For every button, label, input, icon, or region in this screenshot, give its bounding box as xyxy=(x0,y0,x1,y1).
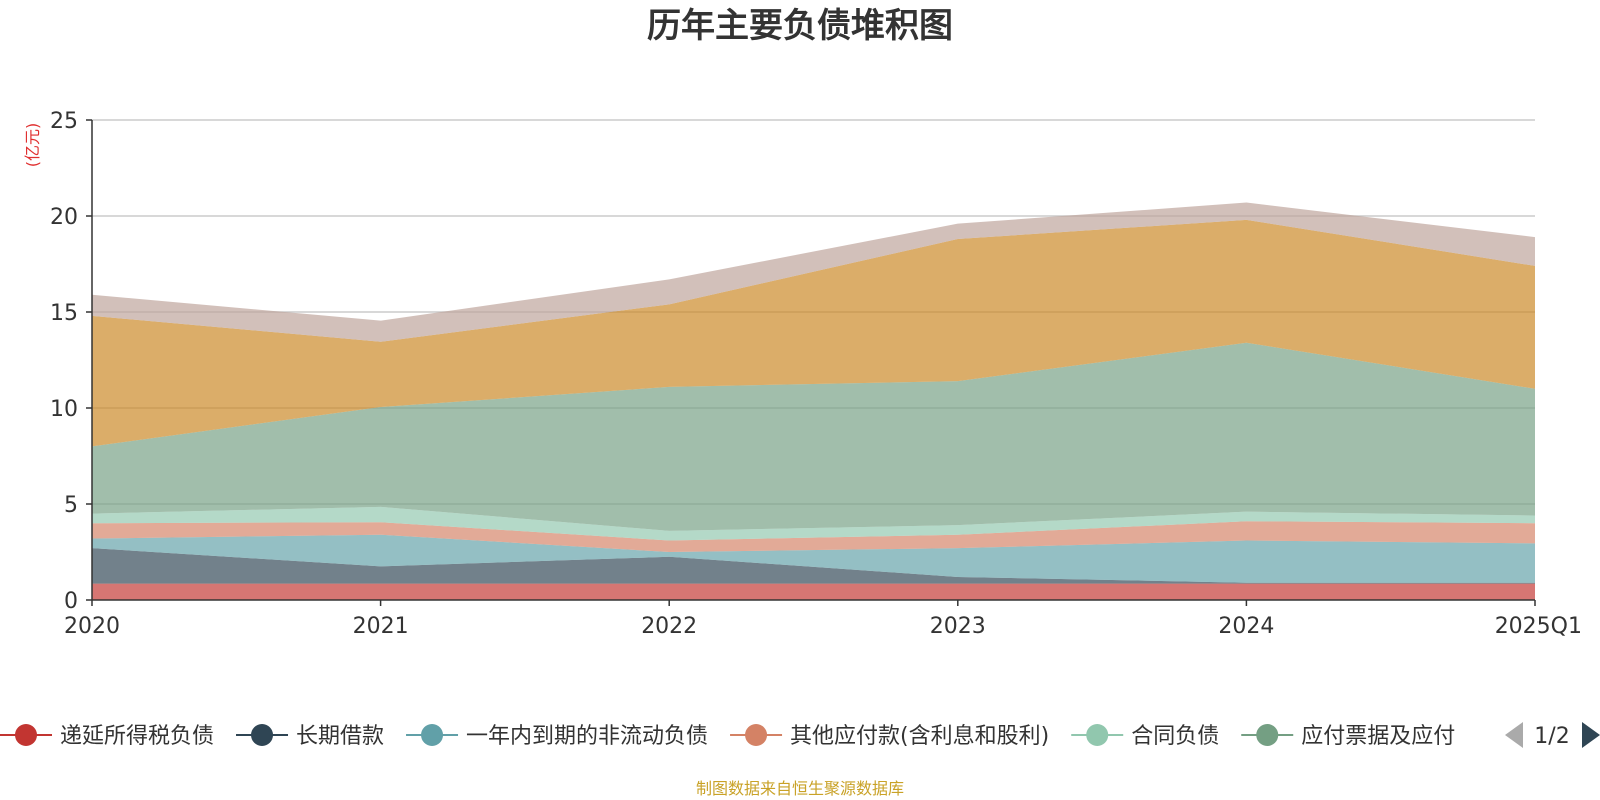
x-tick-label: 2023 xyxy=(930,614,986,639)
area-series-7 xyxy=(92,202,1535,342)
legend-marker-icon xyxy=(1086,724,1109,746)
legend-item[interactable]: 递延所得税负债 xyxy=(0,724,214,749)
legend-pager: 1/2 xyxy=(1505,722,1600,749)
y-tick-label: 15 xyxy=(50,301,78,326)
legend-label: 应付票据及应付账款 xyxy=(1301,724,1499,749)
legend-label: 递延所得税负债 xyxy=(60,724,214,749)
area-series-2 xyxy=(92,534,1535,583)
stacked-areas xyxy=(92,202,1535,600)
x-tick-label: 2022 xyxy=(641,614,697,639)
legend-marker-icon xyxy=(15,724,37,746)
legend-marker-icon xyxy=(251,724,274,746)
y-axis-unit-label: (亿元) xyxy=(23,123,42,168)
chart-title: 历年主要负债堆积图 xyxy=(647,6,953,46)
y-tick-label: 10 xyxy=(50,397,78,422)
area-series-1 xyxy=(92,548,1535,584)
legend-page-indicator: 1/2 xyxy=(1534,724,1569,749)
area-series-5 xyxy=(92,342,1535,531)
legend-marker-icon xyxy=(421,724,444,746)
legend-item[interactable]: 长期借款 xyxy=(236,724,384,749)
area-series-3 xyxy=(92,521,1535,552)
legend-marker-icon xyxy=(1256,724,1279,746)
y-tick-label: 20 xyxy=(50,205,78,230)
legend-label: 合同负债 xyxy=(1131,724,1219,749)
legend-prev-page-icon[interactable] xyxy=(1505,722,1523,748)
legend-item[interactable]: 应付票据及应付账款 xyxy=(1241,724,1499,749)
y-tick-label: 5 xyxy=(64,493,78,518)
legend-next-page-icon[interactable] xyxy=(1582,722,1600,748)
legend-label: 一年内到期的非流动负债 xyxy=(466,724,708,749)
legend-marker-icon xyxy=(745,724,768,746)
area-series-4 xyxy=(92,506,1535,541)
y-tick-label: 25 xyxy=(50,109,78,134)
area-series-6 xyxy=(92,219,1535,447)
legend: 递延所得税负债 长期借款 一年内到期的非流动负债 其他应付款(含利息和股利) 合同负债 应… xyxy=(0,724,1499,749)
legend-label: 长期借款 xyxy=(296,724,384,749)
x-tick-label: 2021 xyxy=(353,614,409,639)
legend-item[interactable]: 其他应付款(含利息和股利) xyxy=(730,724,1049,749)
axes: 0 5 10 15 20 25 2020 2021 2022 2023 2024 2025Q1 xyxy=(50,109,1582,639)
data-source-note: 制图数据来自恒生聚源数据库 xyxy=(696,779,904,798)
x-tick-label: 2024 xyxy=(1218,614,1274,639)
legend-item[interactable]: 一年内到期的非流动负债 xyxy=(406,724,708,749)
x-tick-label: 2020 xyxy=(64,614,120,639)
legend-label: 其他应付款(含利息和股利) xyxy=(790,724,1049,749)
legend-item[interactable]: 合同负债 xyxy=(1071,724,1219,749)
area-series-0 xyxy=(92,583,1535,600)
x-tick-label: 2025Q1 xyxy=(1495,614,1582,639)
y-tick-label: 0 xyxy=(64,589,78,614)
